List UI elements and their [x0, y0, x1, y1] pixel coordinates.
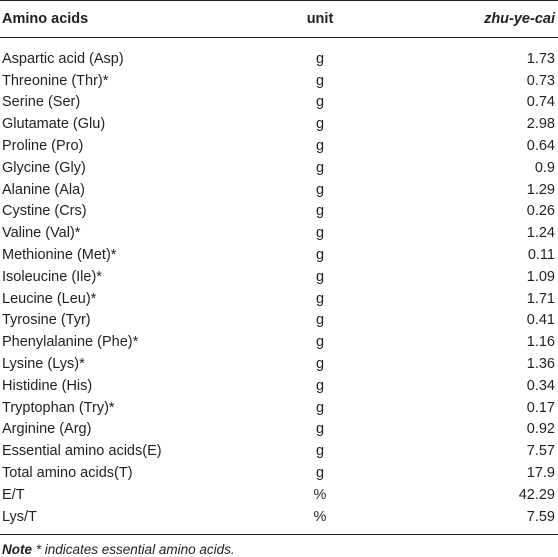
cell-value: 1.36 [526, 356, 555, 373]
cell-unit: g [315, 203, 325, 220]
table-row: Essential amino acids(E) g 7.57 [0, 440, 558, 462]
cell-unit: g [315, 290, 325, 307]
cell-unit: g [315, 159, 325, 176]
cell-amino-acid: Threonine (Thr)* [2, 72, 109, 89]
cell-value: 0.64 [526, 138, 555, 155]
cell-unit: g [315, 72, 325, 89]
cell-unit: g [315, 443, 325, 460]
cell-unit: g [315, 247, 325, 264]
table-row: Methionine (Met)* g 0.11 [0, 244, 558, 266]
cell-amino-acid: Arginine (Arg) [2, 421, 92, 438]
table-row: Tyrosine (Tyr) g 0.41 [0, 310, 558, 332]
header-zhu-ye-cai: zhu-ye-cai [484, 11, 555, 27]
cell-amino-acid: Leucine (Leu)* [2, 290, 97, 307]
table-row: Leucine (Leu)* g 1.71 [0, 288, 558, 310]
cell-unit: g [315, 116, 325, 133]
table-row: Proline (Pro) g 0.64 [0, 135, 558, 157]
cell-amino-acid: Methionine (Met)* [2, 247, 117, 264]
cell-unit: g [315, 399, 325, 416]
table-row: Aspartic acid (Asp) g 1.73 [0, 48, 558, 70]
cell-unit: g [315, 334, 325, 351]
cell-amino-acid: Tyrosine (Tyr) [2, 312, 91, 329]
table-row: Arginine (Arg) g 0.92 [0, 419, 558, 441]
cell-value: 0.26 [526, 203, 555, 220]
cell-value: 7.59 [526, 508, 555, 525]
table-row: Lysine (Lys)* g 1.36 [0, 353, 558, 375]
cell-value: 42.29 [518, 486, 555, 503]
cell-value: 1.29 [526, 181, 555, 198]
cell-amino-acid: Lysine (Lys)* [2, 356, 85, 373]
cell-value: 1.73 [526, 50, 555, 67]
table-row: Valine (Val)* g 1.24 [0, 222, 558, 244]
cell-amino-acid: Aspartic acid (Asp) [2, 50, 124, 67]
table-row: Cystine (Crs) g 0.26 [0, 201, 558, 223]
table-row: Alanine (Ala) g 1.29 [0, 179, 558, 201]
cell-value: 0.92 [526, 421, 555, 438]
cell-unit: g [315, 181, 325, 198]
table-note: Note * indicates essential amino acids. [0, 542, 558, 557]
cell-value: 0.74 [526, 94, 555, 111]
cell-value: 0.73 [526, 72, 555, 89]
cell-value: 0.34 [526, 377, 555, 394]
cell-amino-acid: Isoleucine (Ile)* [2, 268, 102, 285]
cell-value: 0.41 [526, 312, 555, 329]
note-text: * indicates essential amino acids. [32, 541, 235, 557]
table-body: Aspartic acid (Asp) g 1.73 Threonine (Thr)*… [0, 38, 558, 528]
cell-value: 1.71 [526, 290, 555, 307]
cell-value: 1.24 [526, 225, 555, 242]
cell-amino-acid: Serine (Ser) [2, 94, 81, 111]
cell-value: 17.9 [526, 465, 555, 482]
cell-value: 7.57 [526, 443, 555, 460]
cell-amino-acid: Valine (Val)* [2, 225, 81, 242]
cell-value: 0.9 [534, 159, 555, 176]
cell-unit: g [315, 356, 325, 373]
table-row: Isoleucine (Ile)* g 1.09 [0, 266, 558, 288]
cell-value: 1.16 [526, 334, 555, 351]
cell-amino-acid: E/T [2, 486, 25, 503]
cell-amino-acid: Proline (Pro) [2, 138, 84, 155]
cell-unit: g [315, 50, 325, 67]
cell-unit: g [315, 268, 325, 285]
table-row: Threonine (Thr)* g 0.73 [0, 70, 558, 92]
cell-unit: g [315, 138, 325, 155]
cell-value: 2.98 [526, 116, 555, 133]
cell-amino-acid: Cystine (Crs) [2, 203, 87, 220]
header-unit: unit [306, 11, 334, 27]
table-header: Amino acids unit zhu-ye-cai [0, 0, 558, 38]
cell-amino-acid: Histidine (His) [2, 377, 93, 394]
table-row: Phenylalanine (Phe)* g 1.16 [0, 331, 558, 353]
cell-value: 1.09 [526, 268, 555, 285]
cell-amino-acid: Total amino acids(T) [2, 465, 133, 482]
cell-unit: g [315, 421, 325, 438]
cell-amino-acid: Alanine (Ala) [2, 181, 86, 198]
cell-unit: g [315, 94, 325, 111]
header-amino-acids: Amino acids [2, 11, 89, 27]
cell-amino-acid: Lys/T [2, 508, 37, 525]
cell-unit: g [315, 377, 325, 394]
table-bottom-rule [0, 533, 558, 535]
note-label: Note [2, 541, 32, 557]
cell-unit: % [313, 508, 327, 525]
table-row: Glycine (Gly) g 0.9 [0, 157, 558, 179]
table-row: Serine (Ser) g 0.74 [0, 92, 558, 114]
table-row: Histidine (His) g 0.34 [0, 375, 558, 397]
cell-unit: % [313, 486, 327, 503]
table-row: E/T% 42.29 [0, 484, 558, 506]
cell-amino-acid: Glycine (Gly) [2, 159, 86, 176]
cell-value: 0.11 [527, 247, 555, 264]
cell-amino-acid: Phenylalanine (Phe)* [2, 334, 139, 351]
cell-value: 0.17 [526, 399, 555, 416]
table-row: Tryptophan (Try)* g 0.17 [0, 397, 558, 419]
table-row: Lys/T% 7.59 [0, 506, 558, 528]
table-row: Glutamate (Glu) g 2.98 [0, 113, 558, 135]
cell-unit: g [315, 312, 325, 329]
table-row: Total amino acids(T) g 17.9 [0, 462, 558, 484]
cell-amino-acid: Tryptophan (Try)* [2, 399, 115, 416]
cell-unit: g [315, 465, 325, 482]
cell-unit: g [315, 225, 325, 242]
cell-amino-acid: Glutamate (Glu) [2, 116, 106, 133]
cell-amino-acid: Essential amino acids(E) [2, 443, 162, 460]
